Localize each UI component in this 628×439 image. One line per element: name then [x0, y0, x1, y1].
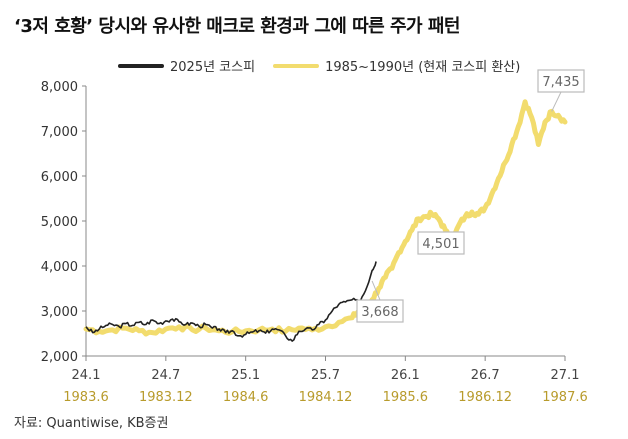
- annotation-box: [356, 299, 404, 323]
- legend-label-2025: 2025년 코스피: [170, 60, 256, 75]
- x-tick-label-primary: 25.7: [311, 368, 340, 383]
- annotation-box: [417, 231, 465, 255]
- x-tick-label-secondary: 1987.6: [542, 390, 588, 405]
- x-tick-label-secondary: 1983.6: [63, 390, 109, 405]
- chart-title: ‘3저 호황’ 당시와 유사한 매크로 환경과 그에 따른 주가 패턴: [14, 16, 460, 37]
- legend-swatch-1985: [273, 63, 320, 68]
- legend-label-1985: 1985~1990년 (현재 코스피 환산): [325, 60, 521, 75]
- x-tick-label-primary: 25.1: [231, 368, 260, 383]
- x-tick-label-primary: 24.1: [72, 368, 101, 383]
- legend-item-2025: 2025년 코스피: [118, 56, 255, 75]
- series-line-2025: [85, 261, 377, 342]
- legend-item-1985: 1985~1990년 (현재 코스피 환산): [273, 56, 520, 75]
- annotation-label: 7,435: [542, 75, 579, 90]
- legend: 2025년 코스피 1985~1990년 (현재 코스피 환산): [118, 56, 538, 75]
- x-tick-label-secondary: 1984.12: [299, 390, 353, 405]
- annotation-label: 3,668: [361, 305, 398, 320]
- x-tick-label-secondary: 1984.6: [223, 390, 269, 405]
- annotation-label: 4,501: [422, 237, 459, 252]
- y-tick-label: 4,000: [41, 260, 78, 275]
- annotation-leader: [371, 280, 381, 301]
- annotation-leader: [551, 91, 562, 112]
- source-note: 자료: Quantiwise, KB증권: [14, 416, 169, 431]
- x-tick-label-secondary: 1985.6: [383, 390, 429, 405]
- y-tick-label: 5,000: [41, 215, 78, 230]
- series-line-1985: [83, 99, 568, 337]
- x-tick-label-primary: 27.1: [551, 368, 580, 383]
- x-tick-label-secondary: 1986.12: [458, 390, 512, 405]
- y-tick-label: 7,000: [41, 125, 78, 140]
- annotation-box: [537, 69, 585, 93]
- x-tick-label-primary: 26.7: [471, 368, 500, 383]
- y-tick-label: 8,000: [41, 80, 78, 95]
- y-tick-label: 6,000: [41, 170, 78, 185]
- x-tick-label-primary: 24.7: [151, 368, 180, 383]
- x-tick-label-secondary: 1983.12: [139, 390, 193, 405]
- y-tick-label: 2,000: [41, 350, 78, 365]
- y-tick-label: 3,000: [41, 305, 78, 320]
- x-tick-label-primary: 26.1: [391, 368, 420, 383]
- legend-swatch-2025: [118, 63, 164, 68]
